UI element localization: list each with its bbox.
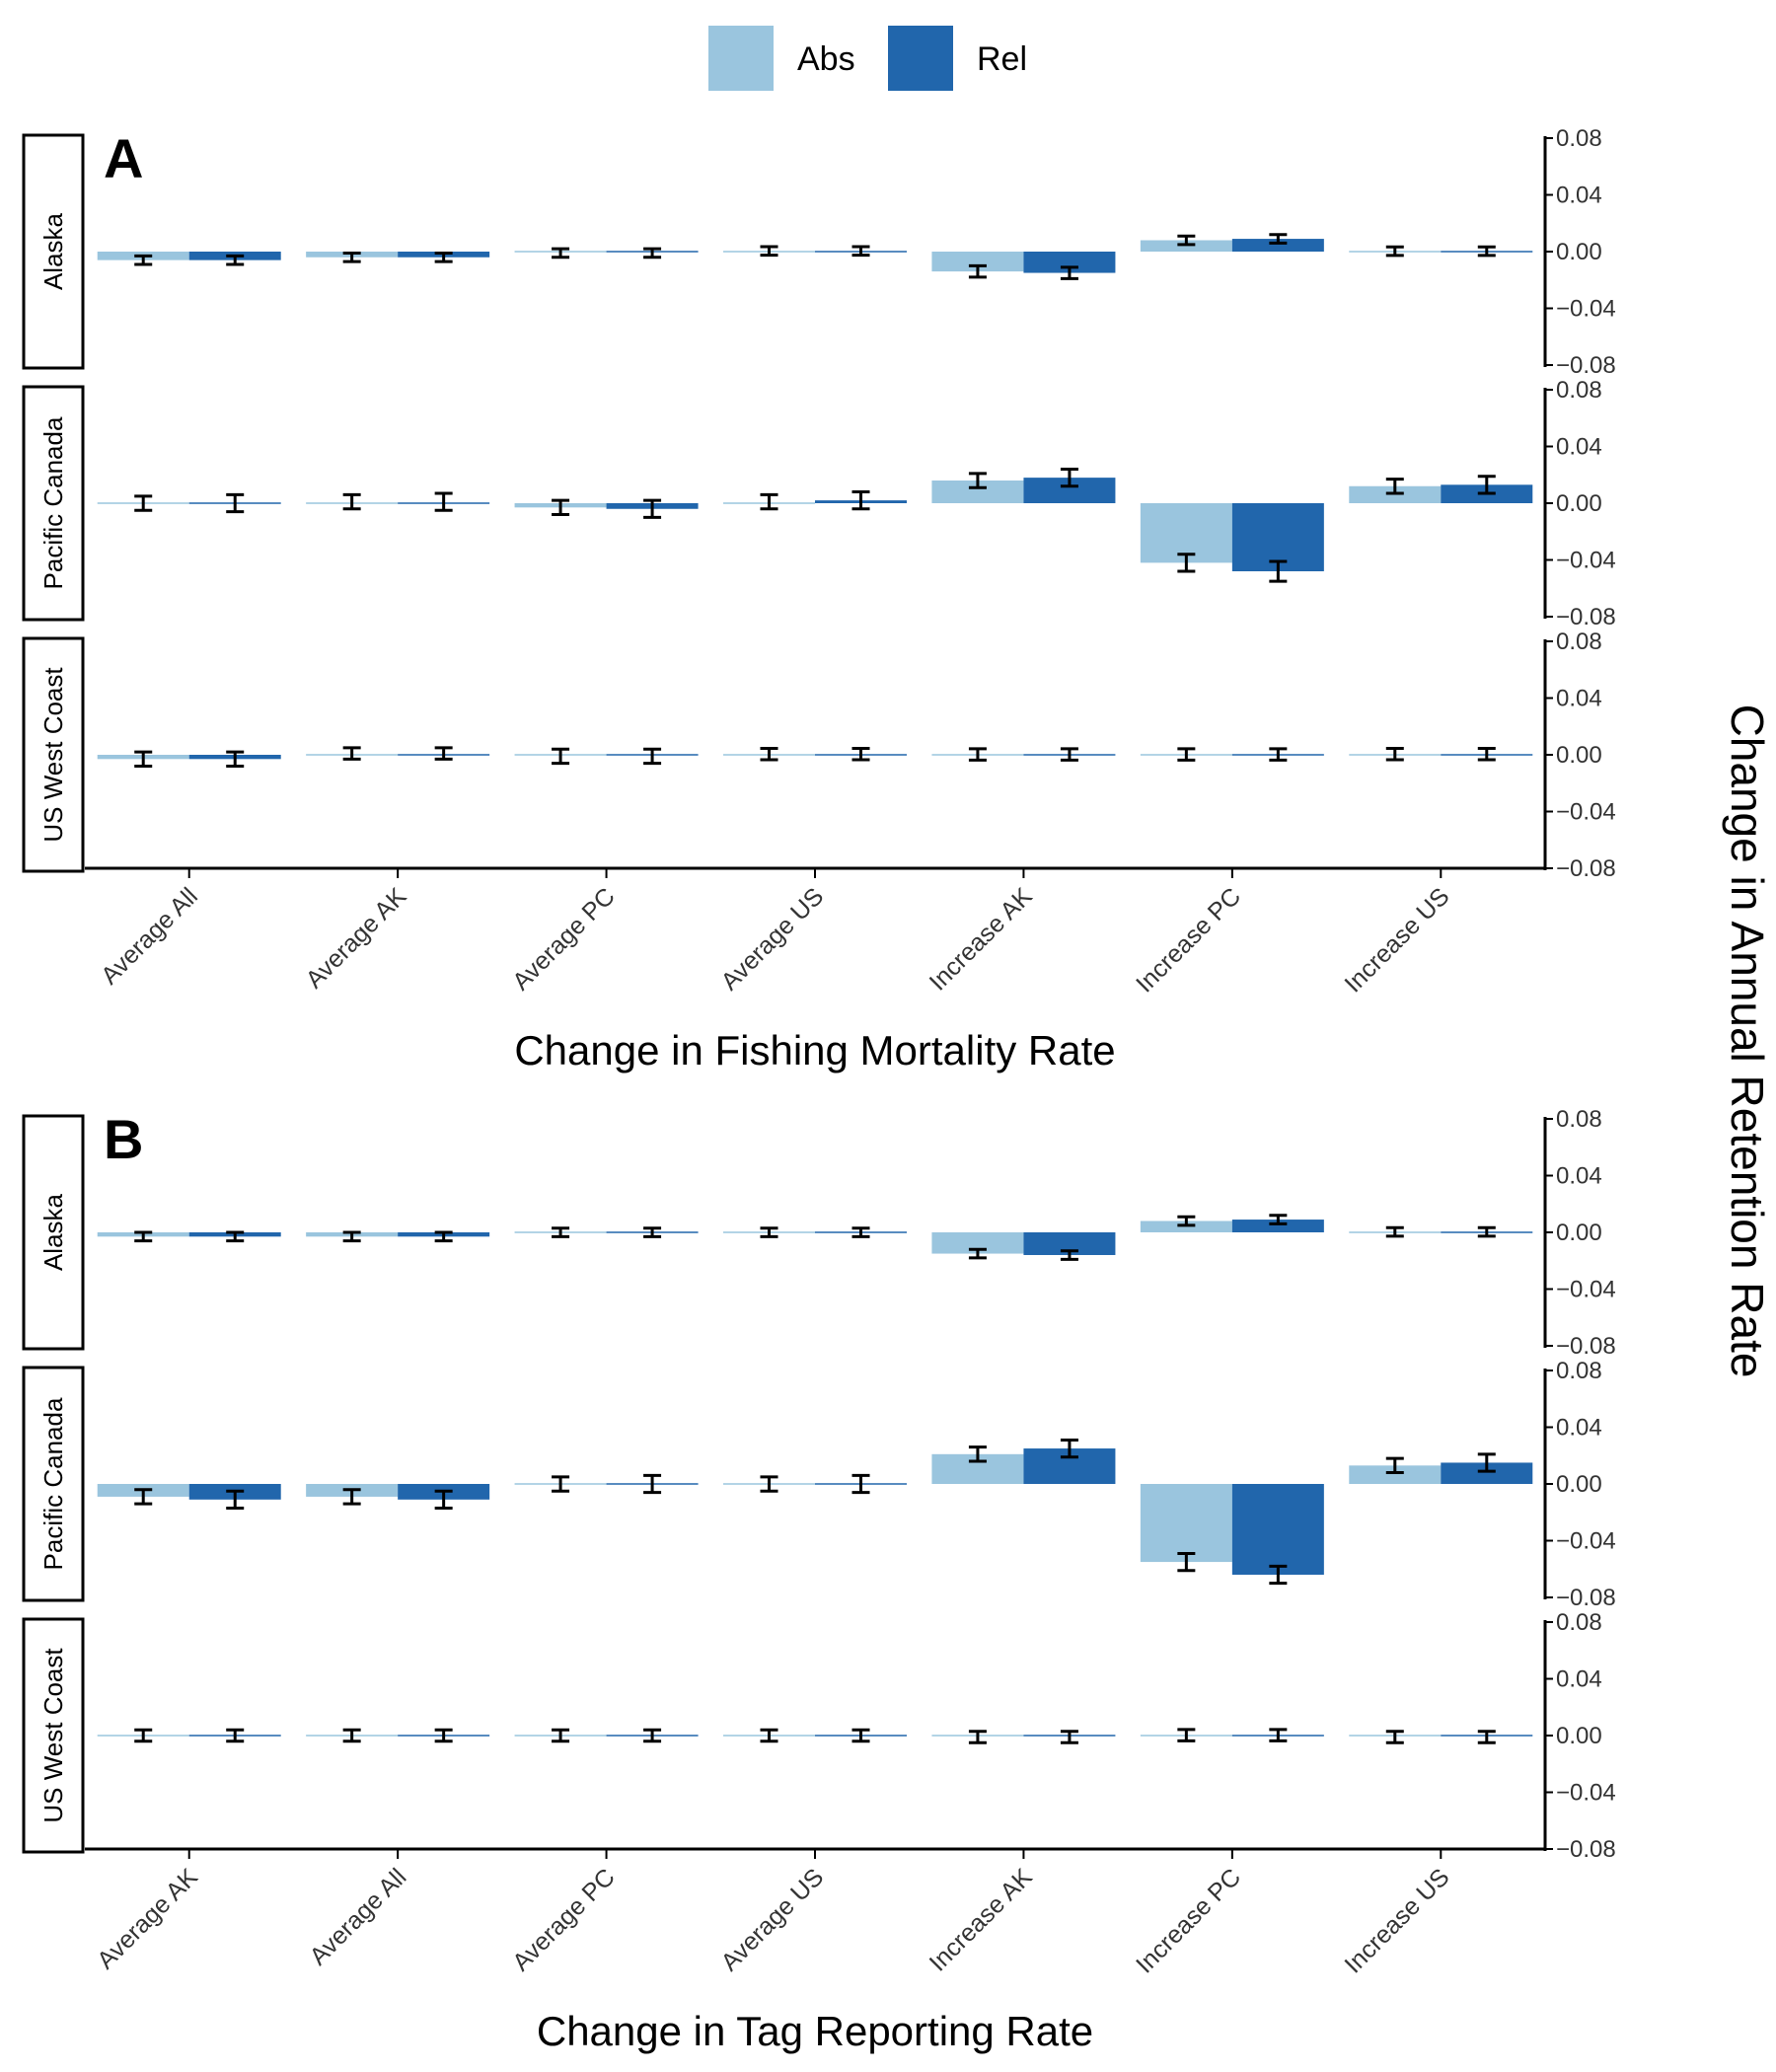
strip-label: US West Coast [38,1648,68,1823]
strip-box [22,636,85,873]
strip-label: Alaska [38,1193,68,1271]
legend-label-rel: Rel [977,40,1027,78]
y-tick-label: −0.04 [1556,1780,1616,1807]
legend-label-abs: Abs [797,40,855,78]
strip-label: Pacific Canada [38,416,68,589]
y-tick-label: 0.00 [1556,490,1602,517]
x-tick-label: Average US [715,1863,829,1976]
y-tick-label: 0.08 [1556,1358,1602,1384]
y-tick-label: 0.04 [1556,686,1602,712]
bar [931,481,1024,503]
y-tick-label: 0.00 [1556,742,1602,769]
facet-alaska: Alaska 0.08 0.04 0.00 −0.04 −0.08 [22,1106,1616,1360]
y-tick-label: 0.08 [1556,377,1602,404]
strip-box [22,1366,85,1602]
bar [931,1232,1024,1254]
panel-tag-a: A [104,127,143,189]
legend: Abs Rel [708,26,1027,91]
y-tick-label: 0.04 [1556,434,1602,461]
strip-label: Pacific Canada [38,1397,68,1570]
facet-alaska: Alaska 0.08 0.04 0.00 −0.04 −0.08 [22,125,1616,379]
x-tick-label: Increase US [1339,882,1454,998]
x-axis-title-b: Change in Tag Reporting Rate [537,2008,1093,2054]
y-tick-label: −0.08 [1556,604,1616,630]
bar [931,252,1024,272]
y-axis-title: Change in Annual Retention Rate [1722,704,1773,1378]
strip-box [22,385,85,622]
panel-tag-b: B [104,1108,143,1170]
x-tick-label: Average PC [507,882,621,996]
y-tick-label: 0.00 [1556,1471,1602,1498]
y-tick-label: −0.08 [1556,352,1616,379]
x-tick-label: Increase AK [925,1863,1038,1976]
y-tick-label: −0.04 [1556,1528,1616,1555]
x-tick-label: Increase US [1339,1863,1454,1978]
y-tick-label: 0.00 [1556,1220,1602,1246]
bar [1349,1465,1442,1484]
x-axis-title-a: Change in Fishing Mortality Rate [514,1027,1115,1073]
strip-box [22,133,85,370]
y-tick-label: 0.08 [1556,1609,1602,1636]
y-tick-label: −0.04 [1556,296,1616,323]
y-tick-label: 0.08 [1556,125,1602,152]
facet-pacific-canada: Pacific Canada 0.08 0.04 0.00 −0.04 −0.08 [22,377,1616,630]
legend-swatch-abs [708,26,774,91]
bar [1441,1462,1533,1484]
y-tick-label: −0.08 [1556,855,1616,882]
x-tick-label: Increase PC [1131,882,1246,998]
x-tick-label: Increase PC [1131,1863,1246,1978]
legend-swatch-rel [888,26,953,91]
bar [1231,1484,1324,1575]
y-tick-label: 0.04 [1556,1666,1602,1693]
y-tick-label: −0.08 [1556,1585,1616,1611]
x-tick-label: Average AK [92,1863,203,1974]
x-tick-label: Average All [304,1863,411,1970]
bar [1140,1484,1232,1563]
strip-box [22,1617,85,1854]
bar [1023,1232,1116,1255]
y-tick-label: 0.08 [1556,1106,1602,1133]
y-tick-label: 0.00 [1556,239,1602,265]
y-tick-label: 0.04 [1556,1415,1602,1442]
x-tick-label: Increase AK [925,882,1038,996]
facet-us-west-coast: US West Coast 0.08 0.04 0.00 −0.04 −0.08 [22,629,1616,882]
facet-pacific-canada: Pacific Canada 0.08 0.04 0.00 −0.04 −0.08 [22,1358,1616,1611]
y-tick-label: −0.04 [1556,1277,1616,1303]
x-tick-label: Average PC [507,1863,621,1976]
y-tick-label: 0.00 [1556,1723,1602,1749]
strip-label: US West Coast [38,667,68,843]
x-tick-label: Average All [96,882,203,990]
y-tick-label: 0.04 [1556,183,1602,209]
bar [1231,239,1324,252]
y-tick-label: 0.08 [1556,629,1602,655]
bar [1023,252,1116,273]
strip-box [22,1114,85,1351]
y-tick-label: −0.04 [1556,799,1616,826]
strip-label: Alaska [38,212,68,290]
x-tick-label: Average US [715,882,829,996]
y-tick-label: 0.04 [1556,1163,1602,1190]
y-tick-label: −0.04 [1556,548,1616,574]
facet-us-west-coast: US West Coast 0.08 0.04 0.00 −0.04 −0.08 [22,1609,1616,1863]
y-tick-label: −0.08 [1556,1836,1616,1863]
y-tick-label: −0.08 [1556,1333,1616,1360]
x-tick-label: Average AK [301,882,412,994]
bar [1231,1220,1324,1232]
